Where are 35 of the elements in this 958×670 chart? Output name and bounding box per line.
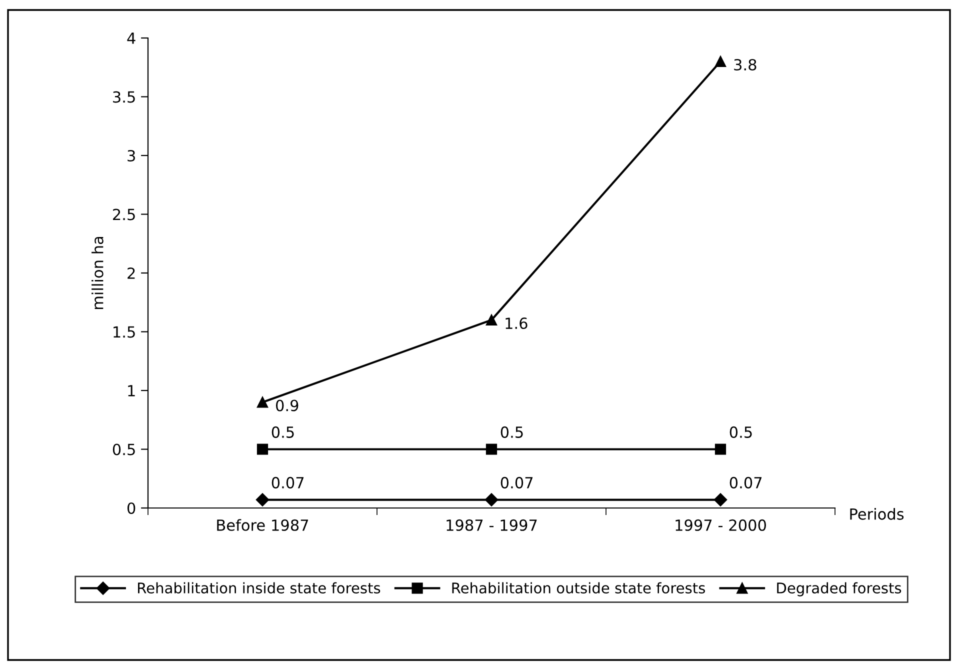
data-label: 0.5 [730,426,752,438]
data-label: 0.9 [276,400,298,412]
data-label: 0.07 [500,476,533,488]
x-tick-label: Before 1987 [217,519,308,531]
data-label: 0.5 [500,426,523,438]
point [486,314,498,326]
y-tick-label: 4 [127,32,136,44]
legend-label: Rehabilitation outside state forests [452,582,705,594]
data-label: 1.6 [506,317,528,330]
data-label: 0.5 [272,426,294,438]
x-tick-label: 1997 - 2000 [676,519,766,531]
y-axis-title: million ha [92,236,104,310]
point [256,444,268,455]
y-tick-label: 2 [128,267,135,279]
y-tick-label: 0 [127,502,136,514]
x-tick-label: 1987 - 1997 [446,519,537,531]
legend-label: Degraded forests [777,582,902,596]
point [714,493,728,506]
y-tick-label: 0.5 [112,444,135,456]
y-tick-label: 3.5 [113,91,135,103]
y-tick-label: 1 [128,385,135,396]
point [714,444,726,455]
point [714,56,726,68]
point [256,493,270,506]
y-tick-label: 1.5 [114,326,135,338]
point [486,444,498,455]
x-axis-title: Periods [850,508,904,520]
y-tick-label: 3 [128,150,135,162]
data-label: 0.07 [272,476,304,488]
legend-label: Rehabilitation inside state forests [138,582,380,594]
y-tick-label: 2.5 [113,208,135,220]
data-label: 0.07 [730,476,762,488]
point [256,396,268,408]
point [484,493,498,506]
data-label: 3.8 [734,58,756,71]
